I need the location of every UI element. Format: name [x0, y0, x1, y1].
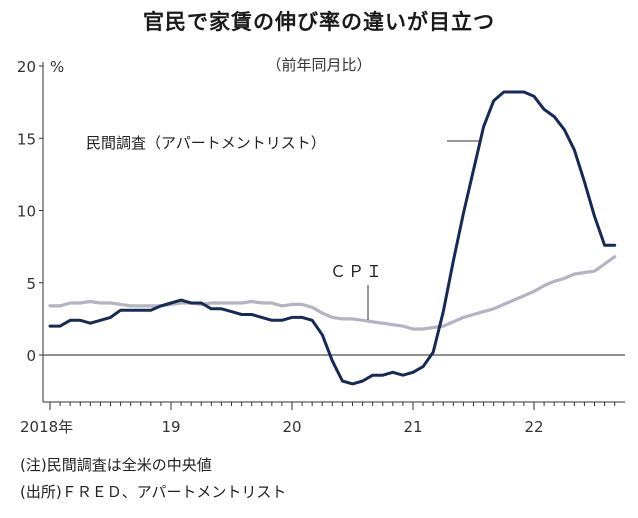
- x-tick-label: 22: [524, 418, 543, 436]
- label-leader-lines: [367, 140, 480, 320]
- x-tick-label: 21: [403, 418, 422, 436]
- x-tick-label: 2018年: [20, 418, 73, 436]
- chart-subtitle: （前年同月比）: [266, 56, 372, 74]
- series-label-private: 民間調査（アパートメントリスト）: [86, 134, 326, 152]
- x-tick-label: 20: [282, 418, 301, 436]
- chart-title: 官民で家賃の伸び率の違いが目立つ: [143, 10, 495, 34]
- y-tick-label: 5: [26, 275, 36, 293]
- source-line: (出所)ＦＲＥＤ、アパートメントリスト: [20, 483, 287, 501]
- series-line-private: [48, 90, 617, 386]
- notes-block: (注)民間調査は全米の中央値 (出所)ＦＲＥＤ、アパートメントリスト: [20, 452, 286, 506]
- line-chart: % 民間調査（アパートメントリスト） ＣＰＩ 0 5 10 15 20 2018年 19 20…: [17, 58, 625, 436]
- y-tick-label: 10: [17, 203, 36, 221]
- y-axis-unit-label: %: [50, 58, 64, 76]
- y-tick-label: 20: [17, 58, 36, 76]
- note-line: (注)民間調査は全米の中央値: [20, 456, 212, 474]
- y-tick-label: 15: [17, 130, 36, 148]
- y-tick-label: 0: [26, 347, 36, 365]
- axes-group: 0 5 10 15 20 2018年 19 20 21 22: [17, 58, 625, 436]
- series-line-cpi: [48, 255, 617, 331]
- series-label-cpi: ＣＰＩ: [330, 262, 384, 281]
- x-tick-label: 19: [161, 418, 180, 436]
- series-lines: [48, 90, 617, 386]
